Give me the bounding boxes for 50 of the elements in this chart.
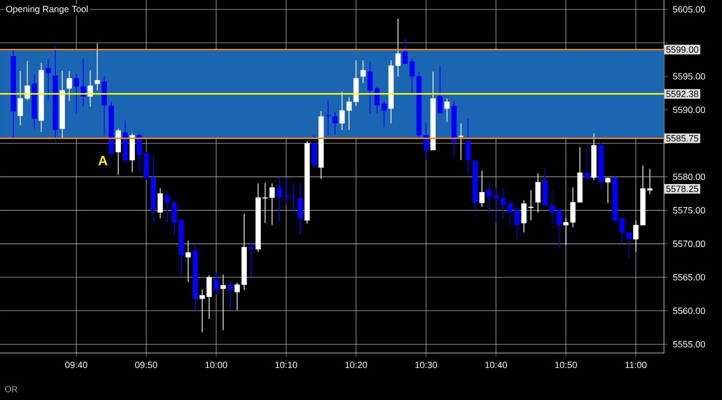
candlestick bbox=[220, 274, 226, 331]
ref-line-label: 5599.00 bbox=[666, 46, 698, 53]
x-tick-label: 11:00 bbox=[626, 362, 647, 368]
candlestick bbox=[332, 111, 338, 136]
candlestick bbox=[158, 188, 163, 219]
candlestick bbox=[437, 65, 443, 114]
candlestick bbox=[465, 118, 471, 174]
x-tick-label: 09:40 bbox=[65, 362, 88, 368]
text: 5578.25 bbox=[666, 186, 698, 192]
annotation: A bbox=[98, 156, 108, 166]
x-tick-label: 10:50 bbox=[555, 362, 577, 368]
y-tick-label: 5570.00 bbox=[673, 240, 706, 248]
candlestick bbox=[94, 43, 100, 91]
text: OR bbox=[5, 386, 18, 392]
x-tick-label: 10:20 bbox=[345, 362, 368, 368]
x-tick-label: 09:50 bbox=[135, 362, 158, 368]
candlestick bbox=[479, 170, 485, 208]
y-tick-label: 5575.00 bbox=[673, 207, 706, 214]
text: Opening Range Tool bbox=[6, 6, 88, 14]
candlestick bbox=[360, 60, 366, 84]
candlestick bbox=[325, 100, 331, 136]
candlestick bbox=[186, 240, 191, 282]
x-tick-label: 10:40 bbox=[485, 362, 507, 368]
y-tick-label: 5580.00 bbox=[673, 174, 706, 180]
y-tick-label: 5555.00 bbox=[673, 341, 706, 348]
candlestick bbox=[605, 177, 611, 204]
y-tick-label: 5560.00 bbox=[673, 308, 706, 314]
candlestick bbox=[311, 134, 317, 168]
y-tick-label: 5595.00 bbox=[673, 73, 706, 80]
x-tick-label: 10:00 bbox=[206, 362, 228, 368]
candlestick bbox=[116, 128, 121, 176]
candlestick bbox=[46, 58, 51, 101]
x-tick-label: 10:30 bbox=[415, 362, 437, 368]
candlestick bbox=[88, 70, 93, 107]
candlestick bbox=[228, 280, 233, 310]
candlestick bbox=[214, 272, 219, 296]
candlestick bbox=[164, 190, 170, 223]
y-tick-label: 5605.00 bbox=[673, 6, 706, 13]
candlestick bbox=[535, 173, 541, 213]
candlestick bbox=[444, 98, 450, 122]
candlestick bbox=[584, 148, 590, 179]
y-tick-label: 5590.00 bbox=[673, 106, 706, 114]
ref-line-label: 5592.38 bbox=[666, 90, 698, 98]
candlestick bbox=[102, 76, 107, 136]
candlestick bbox=[248, 240, 254, 278]
ref-line-label: 5585.75 bbox=[666, 135, 698, 142]
x-tick-label: 10:10 bbox=[275, 362, 298, 368]
candlestick bbox=[66, 70, 72, 102]
y-tick-label: 5565.00 bbox=[673, 274, 706, 280]
candlestick bbox=[458, 122, 464, 160]
